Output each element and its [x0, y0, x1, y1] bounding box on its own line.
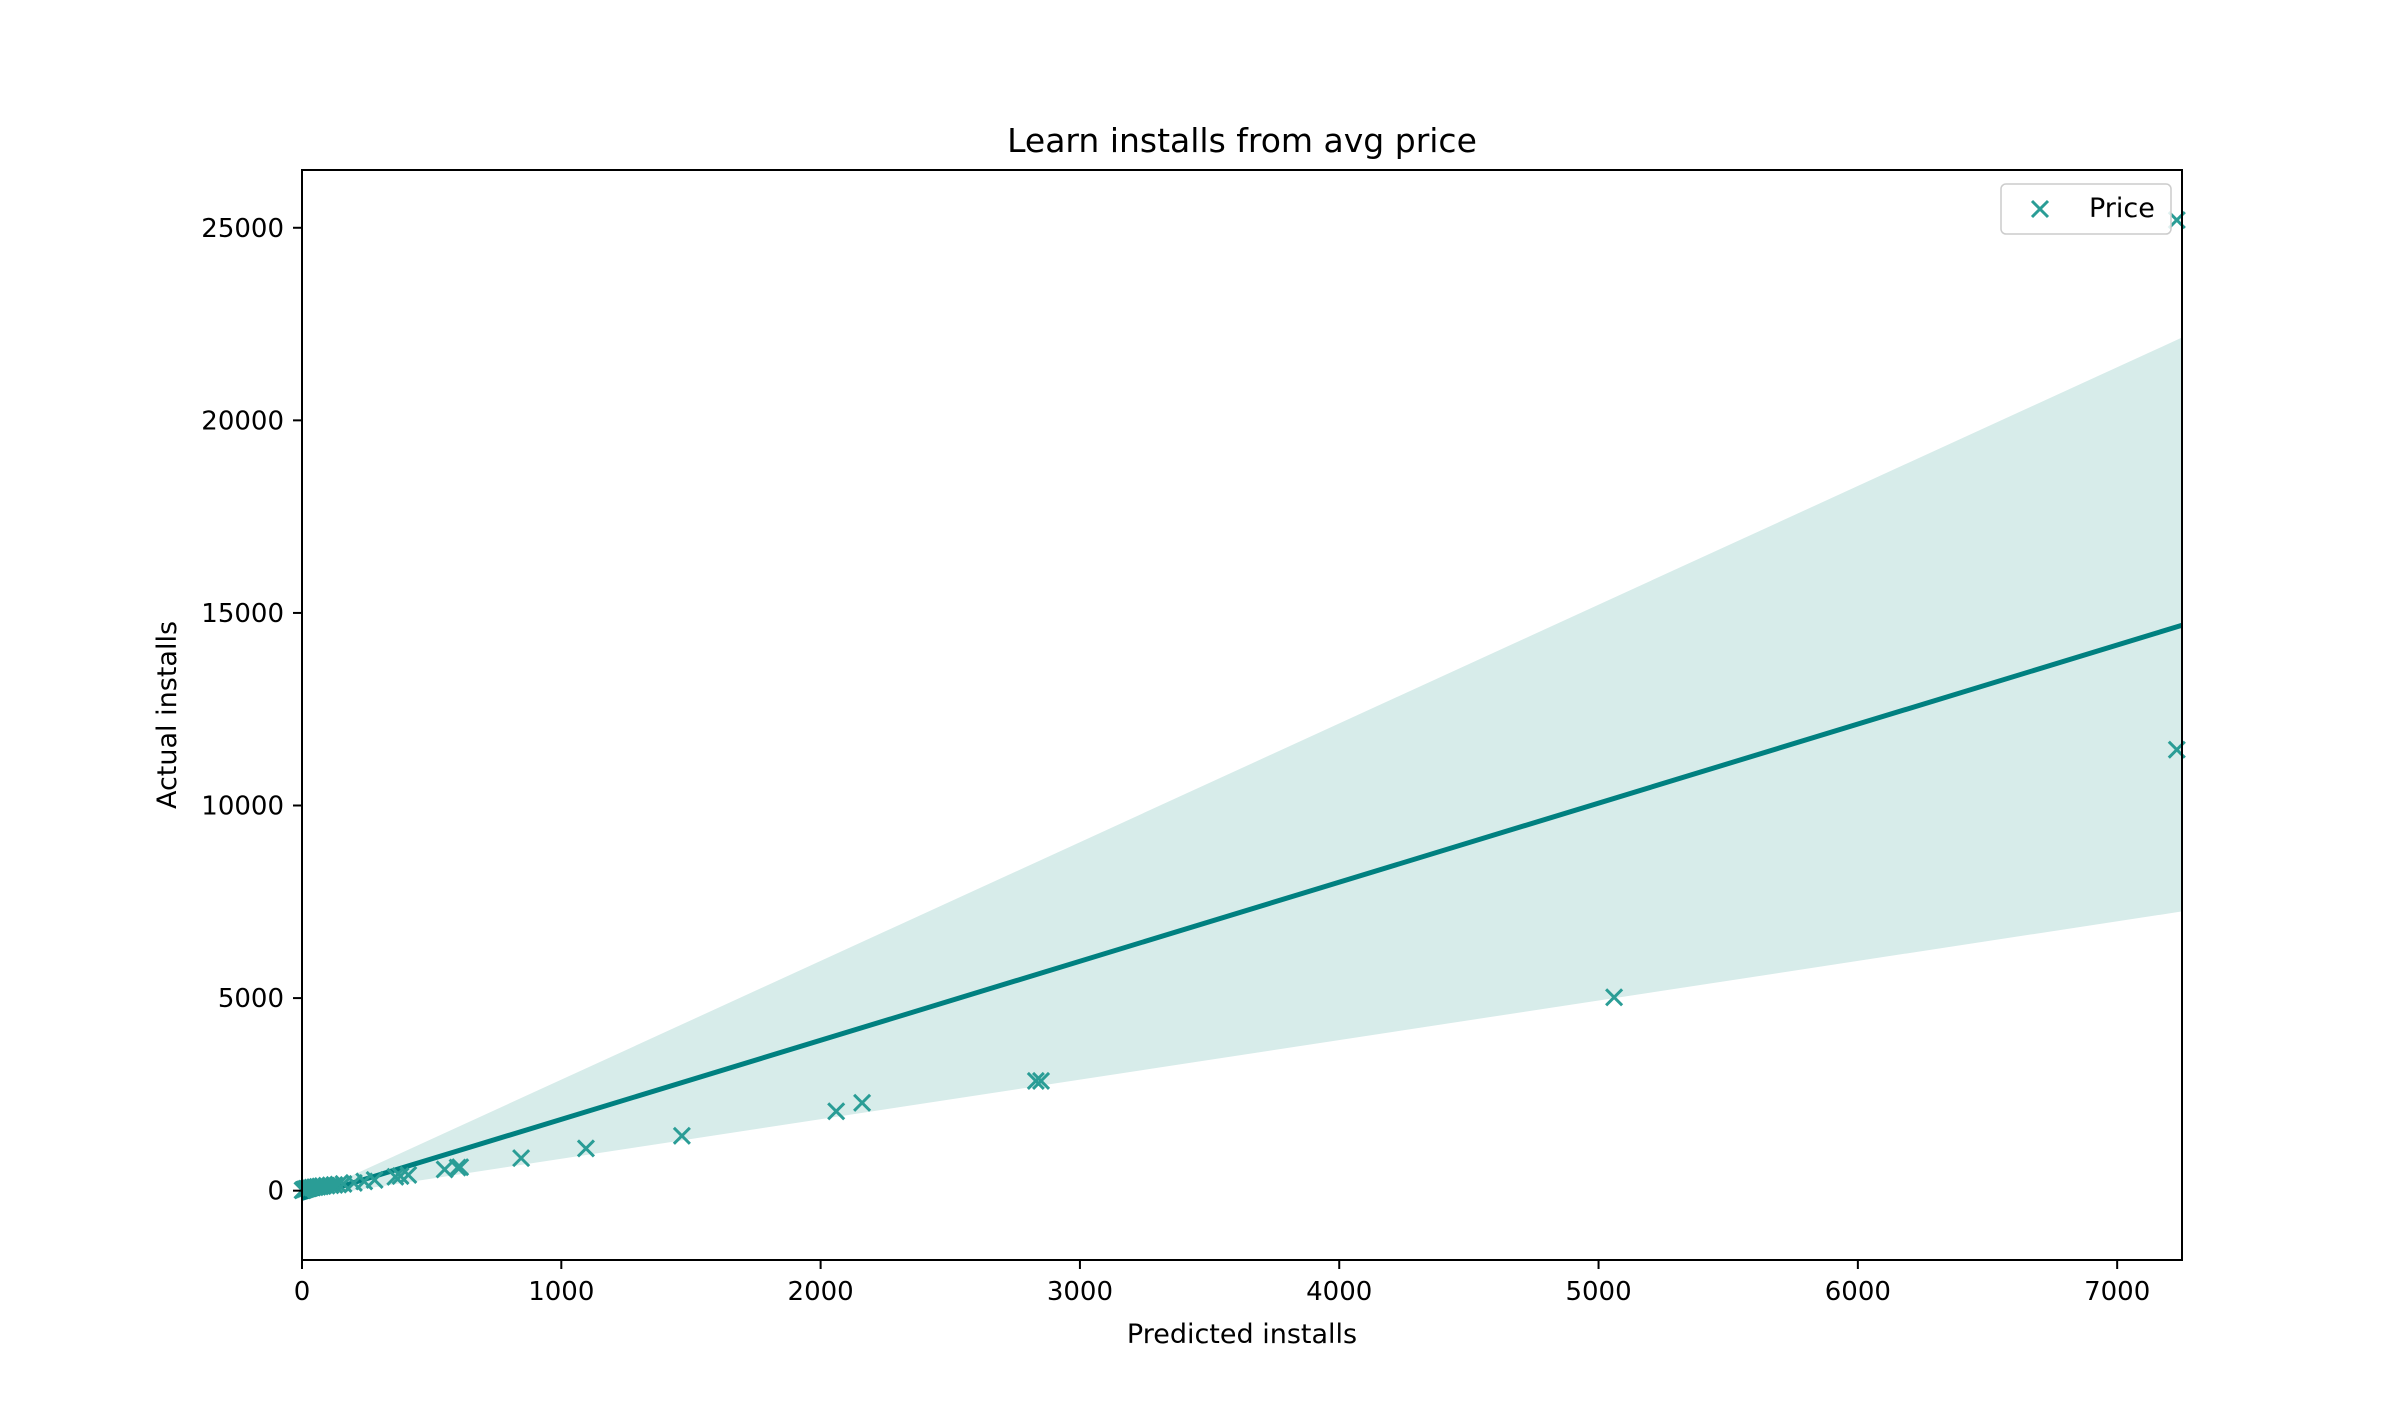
y-axis-label: Actual installs [152, 621, 183, 809]
chart-title: Learn installs from avg price [1007, 121, 1477, 160]
data-point [827, 1102, 846, 1121]
x-axis-label: Predicted installs [1127, 1319, 1357, 1350]
data-point [672, 1126, 691, 1145]
data-point [1026, 1071, 1045, 1090]
data-point [1605, 988, 1624, 1007]
y-tick-label: 5000 [218, 984, 284, 1014]
regression-line [301, 622, 2183, 1201]
data-point [576, 1139, 596, 1158]
x-tick-label: 5000 [1565, 1277, 1631, 1307]
legend-label-price: Price [2089, 193, 2155, 224]
x-tick-label: 2000 [788, 1277, 854, 1307]
y-tick-label: 15000 [201, 599, 284, 629]
data-point [451, 1158, 470, 1177]
y-tick-label: 25000 [201, 214, 284, 244]
confidence-band [302, 337, 2182, 1199]
x-tick-label: 1000 [528, 1277, 594, 1307]
x-tick-label: 6000 [1825, 1277, 1891, 1307]
data-point [448, 1158, 467, 1177]
data-point [329, 1175, 348, 1194]
y-tick-label: 10000 [201, 792, 284, 822]
legend-marker-price [2030, 199, 2050, 219]
x-tick-label: 0 [294, 1277, 311, 1307]
data-point [512, 1149, 531, 1168]
data-point [853, 1093, 872, 1112]
plot-area-frame [301, 169, 2183, 1261]
data-point [1031, 1071, 1051, 1090]
x-tick-label: 7000 [2084, 1277, 2150, 1307]
x-tick-label: 3000 [1047, 1277, 1113, 1307]
data-point [365, 1170, 384, 1189]
x-tick-label: 4000 [1306, 1277, 1372, 1307]
legend-box [2000, 183, 2172, 235]
y-tick-label: 0 [267, 1177, 284, 1207]
data-point [399, 1165, 418, 1184]
legend: Price [2000, 183, 2172, 235]
y-tick-label: 20000 [201, 406, 284, 436]
